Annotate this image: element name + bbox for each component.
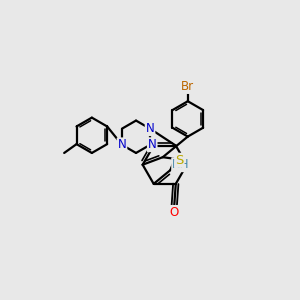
Text: N: N <box>118 138 126 152</box>
Text: NH: NH <box>172 158 190 171</box>
Text: N: N <box>148 138 157 151</box>
Text: S: S <box>175 154 184 167</box>
Text: N: N <box>146 122 154 135</box>
Text: Br: Br <box>181 80 194 93</box>
Text: O: O <box>170 206 179 219</box>
